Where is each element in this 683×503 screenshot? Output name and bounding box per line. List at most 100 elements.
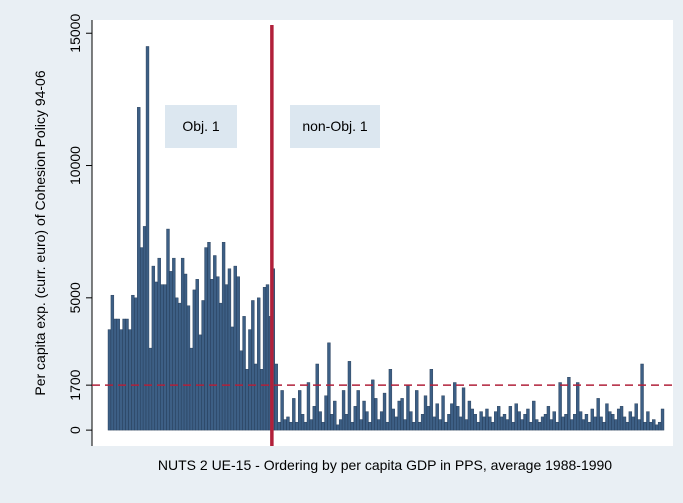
bar	[344, 414, 349, 431]
bar	[265, 284, 270, 431]
bar	[236, 276, 240, 431]
bar	[139, 247, 144, 431]
bar	[622, 416, 627, 431]
bar	[122, 318, 126, 431]
bar	[584, 414, 589, 431]
bar	[552, 411, 556, 431]
y-tick-label: 1700	[67, 369, 83, 400]
bar	[567, 377, 571, 431]
bar	[511, 421, 515, 431]
bar	[257, 297, 261, 431]
bar	[110, 294, 115, 431]
bar	[444, 421, 448, 431]
bar	[482, 416, 486, 431]
bar	[347, 361, 352, 431]
bar	[338, 419, 343, 431]
bar	[660, 408, 665, 431]
bar	[213, 255, 217, 431]
bar	[330, 414, 334, 431]
bar	[286, 416, 290, 431]
annotation-box	[290, 105, 380, 148]
bar	[169, 271, 173, 431]
bar	[327, 342, 331, 431]
bar	[526, 408, 530, 431]
bar	[634, 403, 638, 431]
bar	[289, 421, 293, 431]
bar	[450, 403, 454, 431]
bar	[251, 300, 255, 431]
bar	[555, 421, 559, 431]
bar	[611, 414, 615, 431]
bar	[602, 421, 606, 431]
bar	[461, 387, 466, 431]
bar	[233, 265, 237, 431]
bar	[201, 300, 205, 431]
bar	[180, 257, 185, 431]
bar	[134, 297, 138, 431]
bar	[107, 329, 112, 431]
bar	[640, 363, 644, 431]
bar	[382, 392, 387, 431]
bar	[649, 421, 653, 431]
bar	[432, 416, 436, 431]
bar	[619, 406, 624, 431]
bar	[494, 411, 498, 431]
annotation: non-Obj. 1	[302, 118, 368, 134]
bar	[218, 302, 223, 431]
bar	[166, 228, 170, 431]
bar	[207, 242, 211, 431]
bar	[248, 329, 252, 431]
bar	[523, 414, 527, 431]
y-tick-label: 0	[67, 426, 83, 434]
bar	[175, 297, 179, 431]
bar	[409, 411, 413, 431]
bar	[377, 419, 381, 431]
y-tick-label: 5000	[67, 282, 83, 313]
bar	[593, 416, 597, 431]
bar	[371, 379, 375, 431]
bar	[549, 419, 553, 431]
bar	[198, 334, 202, 431]
bar	[535, 419, 539, 431]
bar	[520, 419, 524, 431]
bar	[415, 390, 419, 431]
bar	[137, 107, 141, 431]
bar	[154, 281, 158, 431]
bar	[163, 284, 167, 431]
bar	[216, 276, 220, 431]
bar	[400, 398, 404, 431]
bar	[385, 421, 390, 431]
bar	[529, 421, 533, 431]
bar	[576, 382, 580, 431]
annotation: Obj. 1	[182, 118, 220, 134]
bar	[239, 350, 243, 431]
bar	[464, 419, 469, 431]
bar	[298, 390, 302, 431]
bar	[499, 416, 504, 431]
bar	[116, 318, 120, 431]
bar	[210, 279, 214, 431]
bar	[453, 382, 457, 431]
bar	[543, 414, 548, 431]
bar	[128, 329, 132, 431]
bar	[224, 284, 229, 431]
bar	[379, 411, 384, 431]
bar	[227, 268, 232, 431]
bar	[142, 226, 147, 431]
bar	[178, 302, 182, 431]
bar	[245, 369, 249, 431]
bar	[625, 421, 630, 431]
y-tick-label: 10000	[67, 146, 83, 185]
bar	[309, 419, 314, 431]
bar	[458, 416, 463, 431]
bar	[230, 326, 235, 431]
bar	[537, 421, 542, 431]
bar	[540, 416, 545, 431]
bar	[578, 411, 583, 431]
bar	[485, 408, 489, 431]
bar	[631, 416, 635, 431]
bar	[172, 257, 176, 431]
bar	[365, 411, 369, 431]
bar	[306, 382, 311, 431]
bar	[145, 46, 150, 431]
